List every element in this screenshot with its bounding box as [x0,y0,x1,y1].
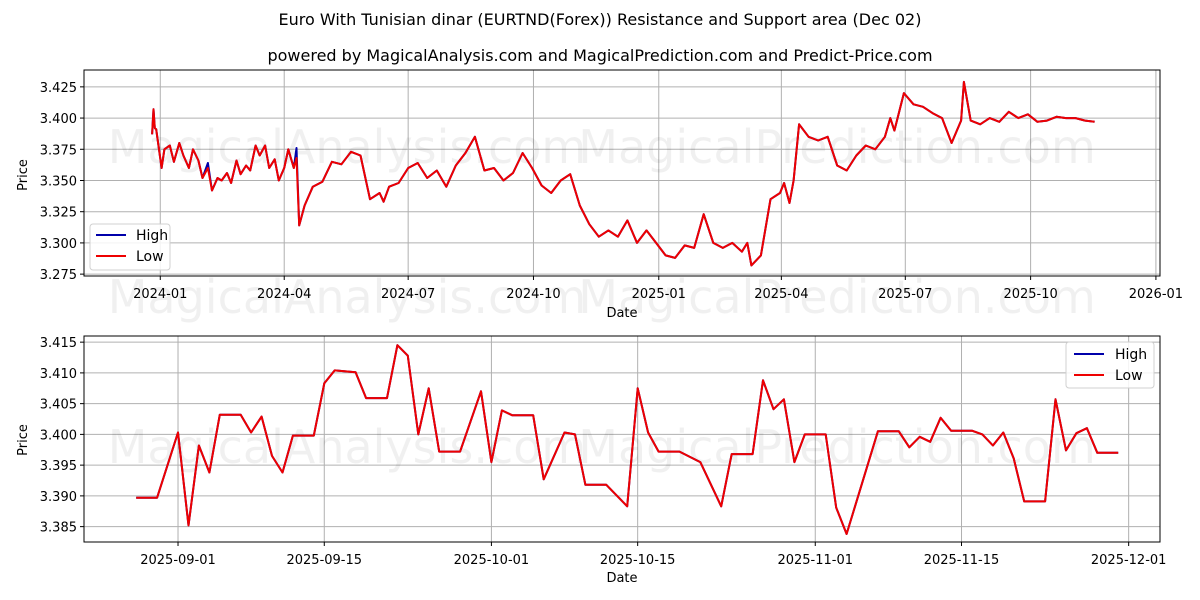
x-tick-label: 2025-11-15 [924,553,1000,568]
y-tick-label: 3.385 [40,521,77,536]
x-tick-label: 2025-04 [754,287,808,302]
top-chart-full-history: MagicalAnalysis.com MagicalPrediction.co… [16,69,1183,324]
series-line-low [136,344,1119,535]
x-tick-label: 2025-10 [1003,287,1057,302]
watermark-analysis: MagicalAnalysis.com [108,120,587,174]
y-tick-label: 3.325 [40,206,77,221]
x-tick-label: 2026-01 [1129,287,1183,302]
bottom-series-lines [136,344,1119,535]
x-tick-label: 2024-07 [381,287,435,302]
bottom-legend: High Low [1065,341,1155,389]
x-tick-label: 2024-04 [257,287,311,302]
top-watermark: MagicalAnalysis.com MagicalPrediction.co… [108,120,1096,324]
x-tick-label: 2025-07 [878,287,932,302]
bottom-x-axis: 2025-09-01 2025-09-15 2025-10-01 2025-10-15… [140,542,1166,568]
y-tick-label: 3.400 [40,112,77,127]
bottom-chart-recent: MagicalAnalysis.com MagicalPrediction.co… [16,335,1166,586]
top-series-lines [151,80,1095,267]
y-tick-label: 3.275 [40,268,77,283]
watermark-prediction-2: MagicalPrediction.com [578,270,1096,324]
top-y-axis: 3.275 3.300 3.325 3.350 3.375 3.400 3.425 [40,81,84,283]
y-tick-label: 3.400 [40,428,77,443]
y-tick-label: 3.350 [40,174,77,189]
top-x-axis-label: Date [606,306,637,321]
bottom-grid [84,336,1160,542]
x-tick-label: 2025-10-15 [600,553,676,568]
series-line-low [151,80,1095,267]
bottom-axes-frame [83,335,1161,543]
y-tick-label: 3.390 [40,490,77,505]
y-tick-label: 3.405 [40,398,77,413]
y-tick-label: 3.425 [40,81,77,96]
top-legend: High Low [89,223,171,271]
chart-subtitle: powered by MagicalAnalysis.com and Magic… [267,46,933,65]
x-tick-label: 2025-11-01 [777,553,853,568]
x-tick-label: 2025-10-01 [454,553,530,568]
y-tick-label: 3.410 [40,367,77,382]
x-tick-label: 2025-12-01 [1091,553,1167,568]
y-tick-label: 3.415 [40,336,77,351]
watermark-analysis-3: MagicalAnalysis.com [108,420,587,474]
y-tick-label: 3.300 [40,237,77,252]
bottom-y-axis-label: Price [16,424,31,456]
top-axes-frame [83,69,1161,277]
watermark-analysis-2: MagicalAnalysis.com [108,270,587,324]
x-tick-label: 2024-01 [133,287,187,302]
bottom-watermark: MagicalAnalysis.com MagicalPrediction.co… [108,420,1096,474]
x-tick-label: 2025-01 [632,287,686,302]
x-tick-label: 2025-09-01 [140,553,216,568]
bottom-y-axis: 3.385 3.390 3.395 3.400 3.405 3.410 3.415 [40,336,84,536]
legend-low-label-2: Low [1115,368,1143,384]
top-y-axis-label: Price [16,159,31,191]
y-tick-label: 3.375 [40,143,77,158]
bottom-x-axis-label: Date [606,571,637,586]
y-tick-label: 3.395 [40,459,77,474]
x-tick-label: 2025-09-15 [286,553,362,568]
legend-high-label: High [136,228,168,244]
legend-low-label: Low [136,249,164,265]
x-tick-label: 2024-10 [506,287,560,302]
legend-high-label-2: High [1115,347,1147,363]
top-x-axis: 2024-01 2024-04 2024-07 2024-10 2025-01 2025-… [133,276,1183,302]
chart-title: Euro With Tunisian dinar (EURTND(Forex))… [278,10,922,29]
